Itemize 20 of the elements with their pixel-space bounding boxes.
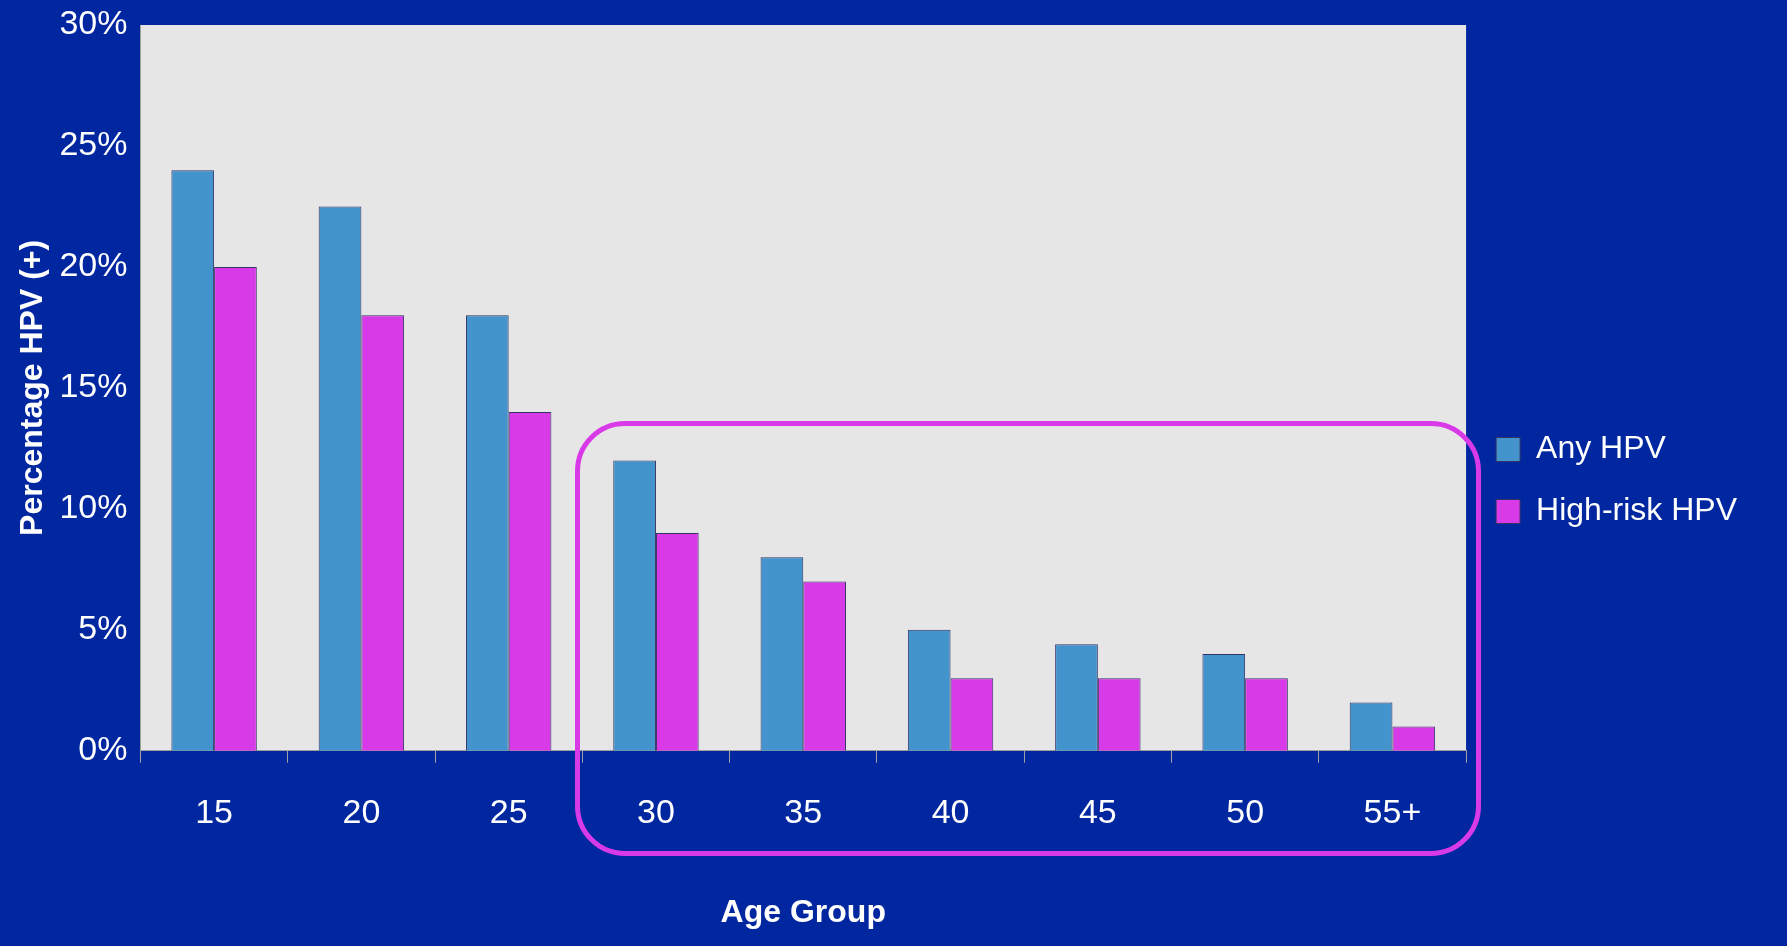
x-tick-label: 55+ (1363, 791, 1422, 830)
x-tick-label: 30 (637, 791, 675, 830)
x-tick-label: 25 (489, 791, 528, 830)
y-tick-label: 10% (59, 487, 128, 526)
y-tick-label: 15% (59, 366, 128, 405)
y-tick-label: 20% (59, 245, 128, 284)
x-tick-label: 40 (931, 791, 970, 830)
legend-label: High-risk HPV (1536, 491, 1738, 528)
legend-label: Any HPV (1536, 429, 1667, 466)
x-tick-label: 20 (342, 791, 381, 830)
y-tick-label: 0% (78, 729, 128, 768)
y-tick-label: 30% (59, 3, 128, 42)
x-tick-label: 50 (1226, 791, 1265, 830)
x-tick-label: 15 (195, 791, 234, 830)
x-tick-label: 45 (1078, 791, 1117, 830)
x-axis-title: Age Group (720, 892, 886, 929)
y-tick-label: 5% (78, 608, 128, 647)
y-tick-label: 25% (59, 124, 128, 163)
y-axis-title: Percentage HPV (+) (13, 239, 50, 536)
x-tick-label: 35 (784, 791, 823, 830)
